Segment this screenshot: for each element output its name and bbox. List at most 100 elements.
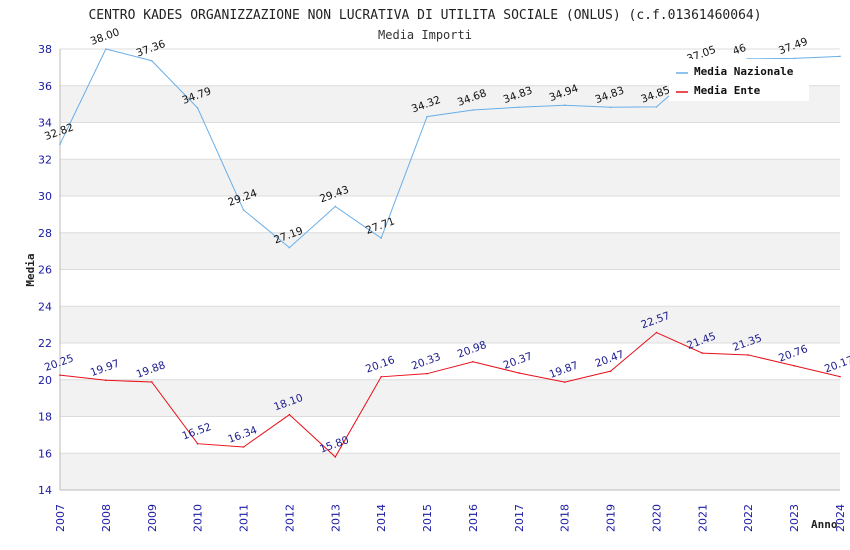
- data-label: 20.37: [502, 350, 534, 372]
- data-label: 16.34: [226, 424, 259, 446]
- grid-lines: [60, 48, 840, 491]
- data-label: 20.17: [823, 354, 850, 376]
- data-point: [380, 376, 382, 378]
- data-point: [288, 246, 291, 249]
- x-tick-label: 2018: [559, 504, 572, 532]
- legend-label-nazionale: Media Nazionale: [694, 65, 794, 78]
- data-point: [105, 379, 107, 382]
- data-point: [196, 442, 199, 445]
- y-tick-label: 20: [38, 374, 52, 387]
- x-tick-label: 2024: [834, 504, 847, 532]
- data-point: [426, 372, 428, 375]
- data-label: 19.97: [89, 358, 121, 380]
- data-label: 37.36: [135, 38, 168, 60]
- x-tick-label: 2016: [467, 504, 480, 532]
- chart-subtitle: Media Importi: [378, 28, 472, 42]
- data-point: [518, 106, 520, 109]
- data-point: [793, 57, 795, 60]
- x-tick-label: 2020: [650, 504, 663, 532]
- data-label: 20.33: [410, 351, 442, 373]
- data-point: [334, 456, 337, 458]
- y-tick-label: 26: [38, 264, 52, 277]
- y-tick-label: 34: [38, 117, 52, 130]
- grid-band: [60, 306, 840, 343]
- data-point: [839, 375, 841, 378]
- data-point: [701, 352, 704, 354]
- data-point: [242, 446, 245, 448]
- data-point: [472, 109, 474, 111]
- data-label: 16.52: [181, 421, 213, 443]
- y-tick-label: 14: [38, 484, 52, 497]
- x-tick-label: 2014: [375, 504, 388, 532]
- data-point: [105, 48, 107, 50]
- chart-title: CENTRO KADES ORGANIZZAZIONE NON LUCRATIV…: [88, 8, 761, 23]
- axes: [59, 49, 840, 491]
- x-tick-label: 2019: [605, 504, 618, 532]
- data-point: [334, 205, 337, 208]
- x-axis-label: Anno: [811, 518, 838, 531]
- grid-band: [60, 453, 840, 490]
- data-label: 46: [731, 42, 748, 58]
- data-point: [150, 59, 153, 62]
- data-label: 19.87: [548, 359, 580, 381]
- data-label: 20.16: [364, 354, 397, 376]
- x-tick-label: 2011: [238, 504, 251, 532]
- data-point: [793, 364, 795, 367]
- x-tick-label: 2013: [329, 504, 342, 532]
- data-point: [563, 104, 566, 107]
- x-tick-label: 2008: [100, 504, 113, 532]
- data-point: [426, 115, 428, 118]
- data-point: [518, 372, 520, 374]
- y-tick-label: 36: [38, 80, 52, 93]
- data-label: 20.47: [594, 348, 626, 370]
- y-tick-label: 32: [38, 153, 52, 166]
- data-point: [380, 237, 382, 239]
- x-tick-label: 2007: [54, 504, 67, 532]
- data-label: 15.80: [318, 434, 350, 456]
- y-tick-label: 30: [38, 190, 52, 203]
- y-tick-label: 22: [38, 337, 52, 350]
- data-point: [196, 107, 199, 109]
- legend: Media Nazionale Media Ente: [669, 59, 809, 101]
- x-tick-label: 2009: [146, 504, 159, 532]
- data-point: [150, 381, 153, 383]
- data-label: 19.88: [135, 359, 167, 381]
- x-tick-label: 2010: [192, 504, 205, 532]
- x-tick-label: 2021: [696, 504, 709, 532]
- data-point: [747, 354, 750, 356]
- data-label: 38.00: [89, 26, 121, 48]
- data-point: [609, 370, 612, 372]
- grid-band: [60, 379, 840, 417]
- x-tick-label: 2015: [421, 504, 434, 532]
- data-point: [655, 106, 658, 108]
- x-tick-label: 2017: [513, 504, 526, 532]
- data-point: [655, 331, 658, 334]
- y-tick-label: 28: [38, 227, 52, 240]
- y-tick-label: 38: [38, 43, 52, 56]
- data-point: [59, 143, 61, 145]
- data-point: [609, 106, 612, 109]
- data-point: [472, 360, 474, 363]
- grid-band: [60, 159, 840, 196]
- y-tick-label: 18: [38, 411, 52, 424]
- x-tick-label: 2012: [283, 504, 296, 532]
- data-point: [563, 381, 566, 383]
- data-label: 20.25: [43, 352, 75, 374]
- x-tick-label: 2022: [742, 504, 755, 532]
- series-line-ente: [59, 331, 841, 458]
- legend-label-ente: Media Ente: [694, 84, 761, 97]
- data-label: 37.49: [777, 36, 809, 58]
- x-tick-label: 2023: [788, 504, 801, 532]
- y-tick-label: 16: [38, 447, 52, 460]
- data-point: [288, 413, 291, 416]
- y-axis-label: Media: [24, 253, 37, 286]
- data-label: 20.76: [777, 343, 810, 365]
- data-point: [59, 374, 61, 376]
- data-point: [242, 209, 245, 211]
- y-tick-label: 24: [38, 300, 52, 313]
- grid-band: [60, 232, 840, 270]
- legend-box: [669, 59, 809, 101]
- data-point: [839, 55, 841, 58]
